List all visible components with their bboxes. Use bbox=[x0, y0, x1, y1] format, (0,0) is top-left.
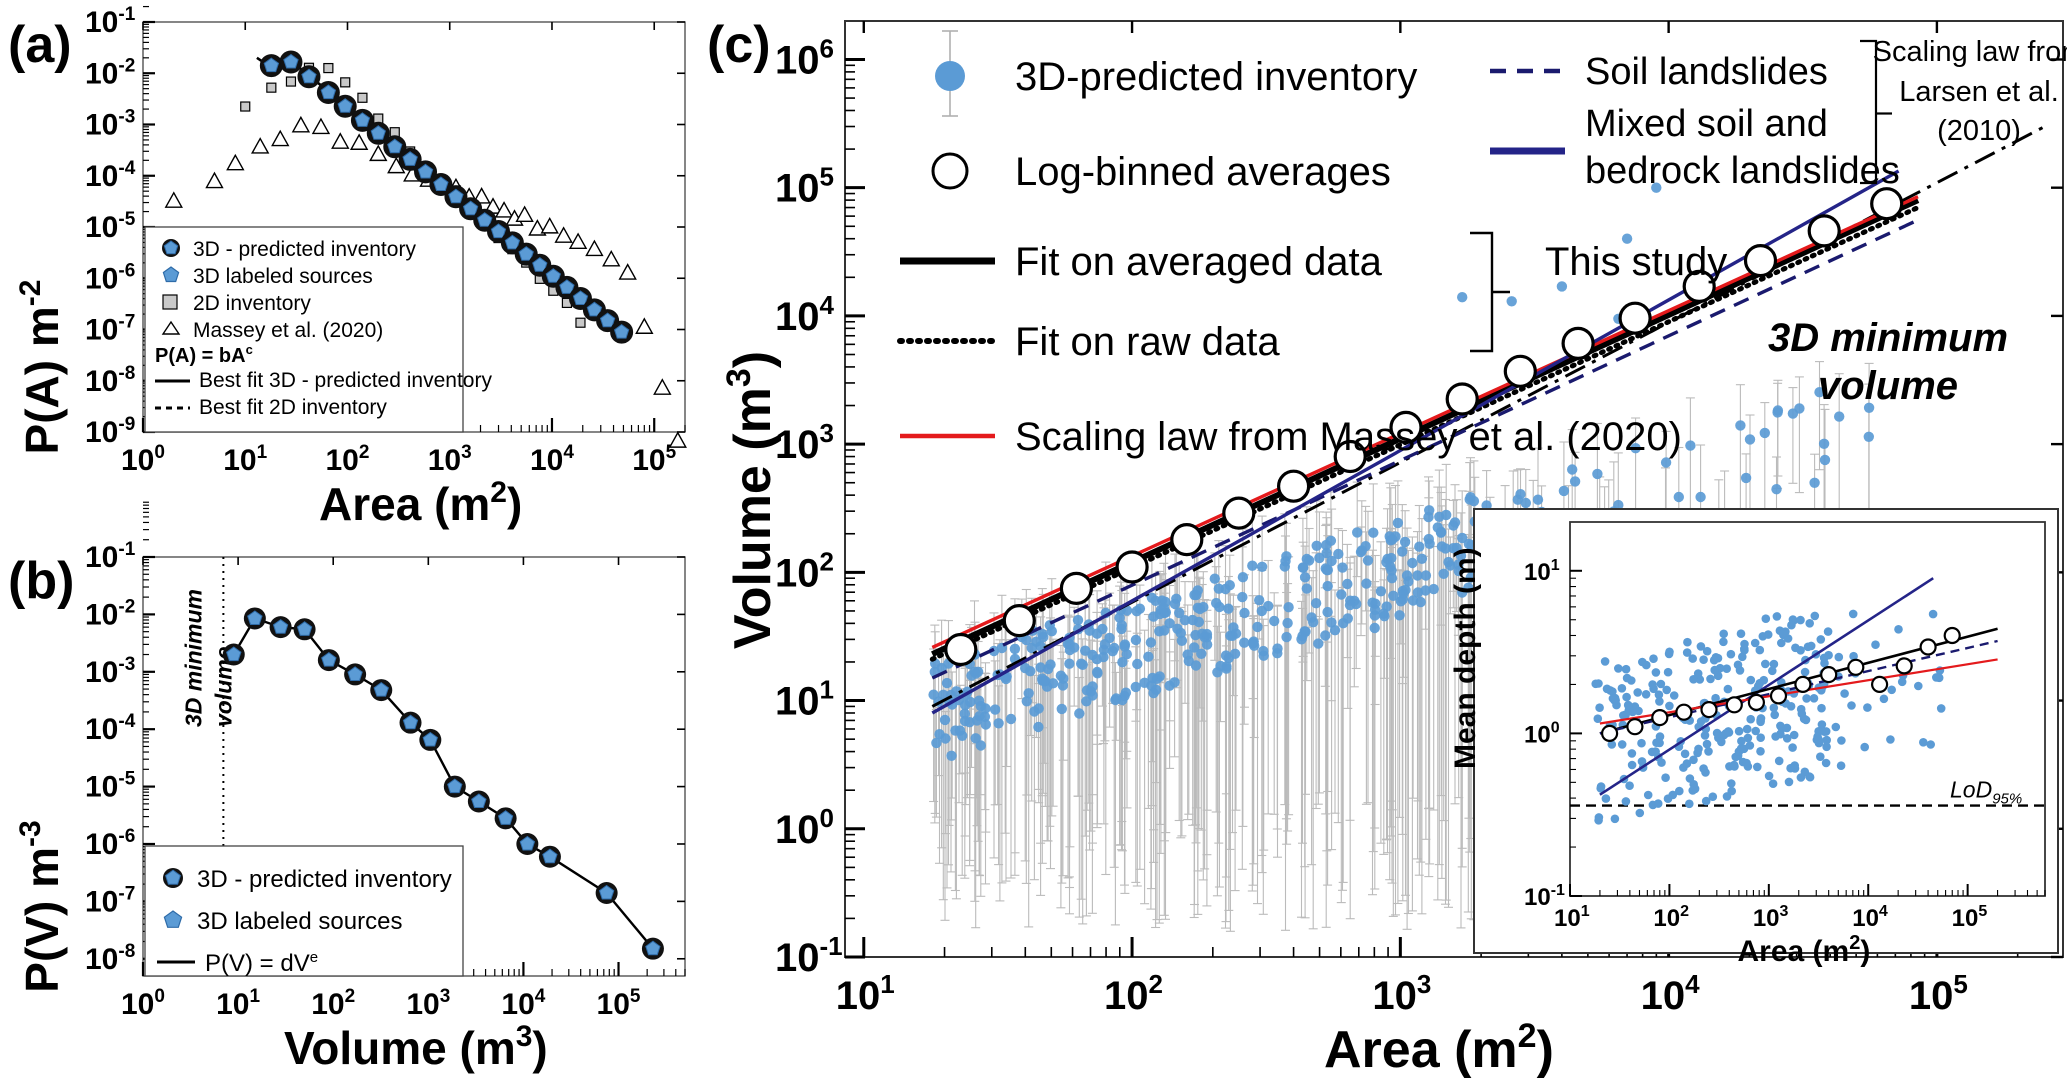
svg-text:3D minimum: 3D minimum bbox=[1768, 316, 2008, 360]
svg-text:(c): (c) bbox=[707, 16, 771, 74]
svg-text:Volume (m3): Volume (m3) bbox=[720, 351, 782, 649]
svg-text:3D - predicted inventory: 3D - predicted inventory bbox=[197, 866, 452, 893]
svg-text:Best fit 2D inventory: Best fit 2D inventory bbox=[199, 396, 387, 419]
svg-text:(a): (a) bbox=[8, 16, 72, 74]
svg-text:Larsen et al.: Larsen et al. bbox=[1899, 76, 2059, 108]
svg-text:3D-predicted inventory: 3D-predicted inventory bbox=[1015, 55, 1417, 99]
svg-text:Best fit 3D - predicted invent: Best fit 3D - predicted inventory bbox=[199, 369, 492, 392]
svg-text:Mixed soil and: Mixed soil and bbox=[1585, 103, 1828, 145]
svg-text:(2010): (2010) bbox=[1937, 115, 2021, 147]
svg-text:bedrock landslides: bedrock landslides bbox=[1585, 150, 1900, 192]
svg-text:3D minimum: 3D minimum bbox=[180, 589, 206, 727]
svg-text:Massey et al. (2020): Massey et al. (2020) bbox=[193, 319, 383, 342]
svg-text:Fit on raw data: Fit on raw data bbox=[1015, 320, 1280, 364]
svg-text:3D labeled sources: 3D labeled sources bbox=[193, 265, 373, 288]
svg-text:P(A) = bAc: P(A) = bAc bbox=[155, 342, 253, 367]
svg-text:Volume (m3): Volume (m3) bbox=[284, 1020, 548, 1074]
svg-text:P(V) = dVe: P(V) = dVe bbox=[205, 949, 318, 977]
svg-text:volume: volume bbox=[1818, 364, 1958, 408]
svg-text:Fit on averaged data: Fit on averaged data bbox=[1015, 240, 1383, 284]
svg-text:Log-binned averages: Log-binned averages bbox=[1015, 150, 1391, 194]
svg-text:Scaling law from: Scaling law from bbox=[1873, 36, 2067, 68]
svg-text:Soil landslides: Soil landslides bbox=[1585, 51, 1828, 93]
svg-text:Scaling law from Massey et al.: Scaling law from Massey et al. (2020) bbox=[1015, 415, 1682, 459]
svg-text:(b): (b) bbox=[8, 552, 74, 610]
svg-text:2D inventory: 2D inventory bbox=[193, 292, 311, 315]
svg-text:3D - predicted inventory: 3D - predicted inventory bbox=[193, 238, 416, 261]
svg-text:This study: This study bbox=[1545, 240, 1727, 284]
svg-text:3D labeled sources: 3D labeled sources bbox=[197, 908, 402, 935]
svg-text:Mean depth (m): Mean depth (m) bbox=[1449, 547, 1482, 769]
